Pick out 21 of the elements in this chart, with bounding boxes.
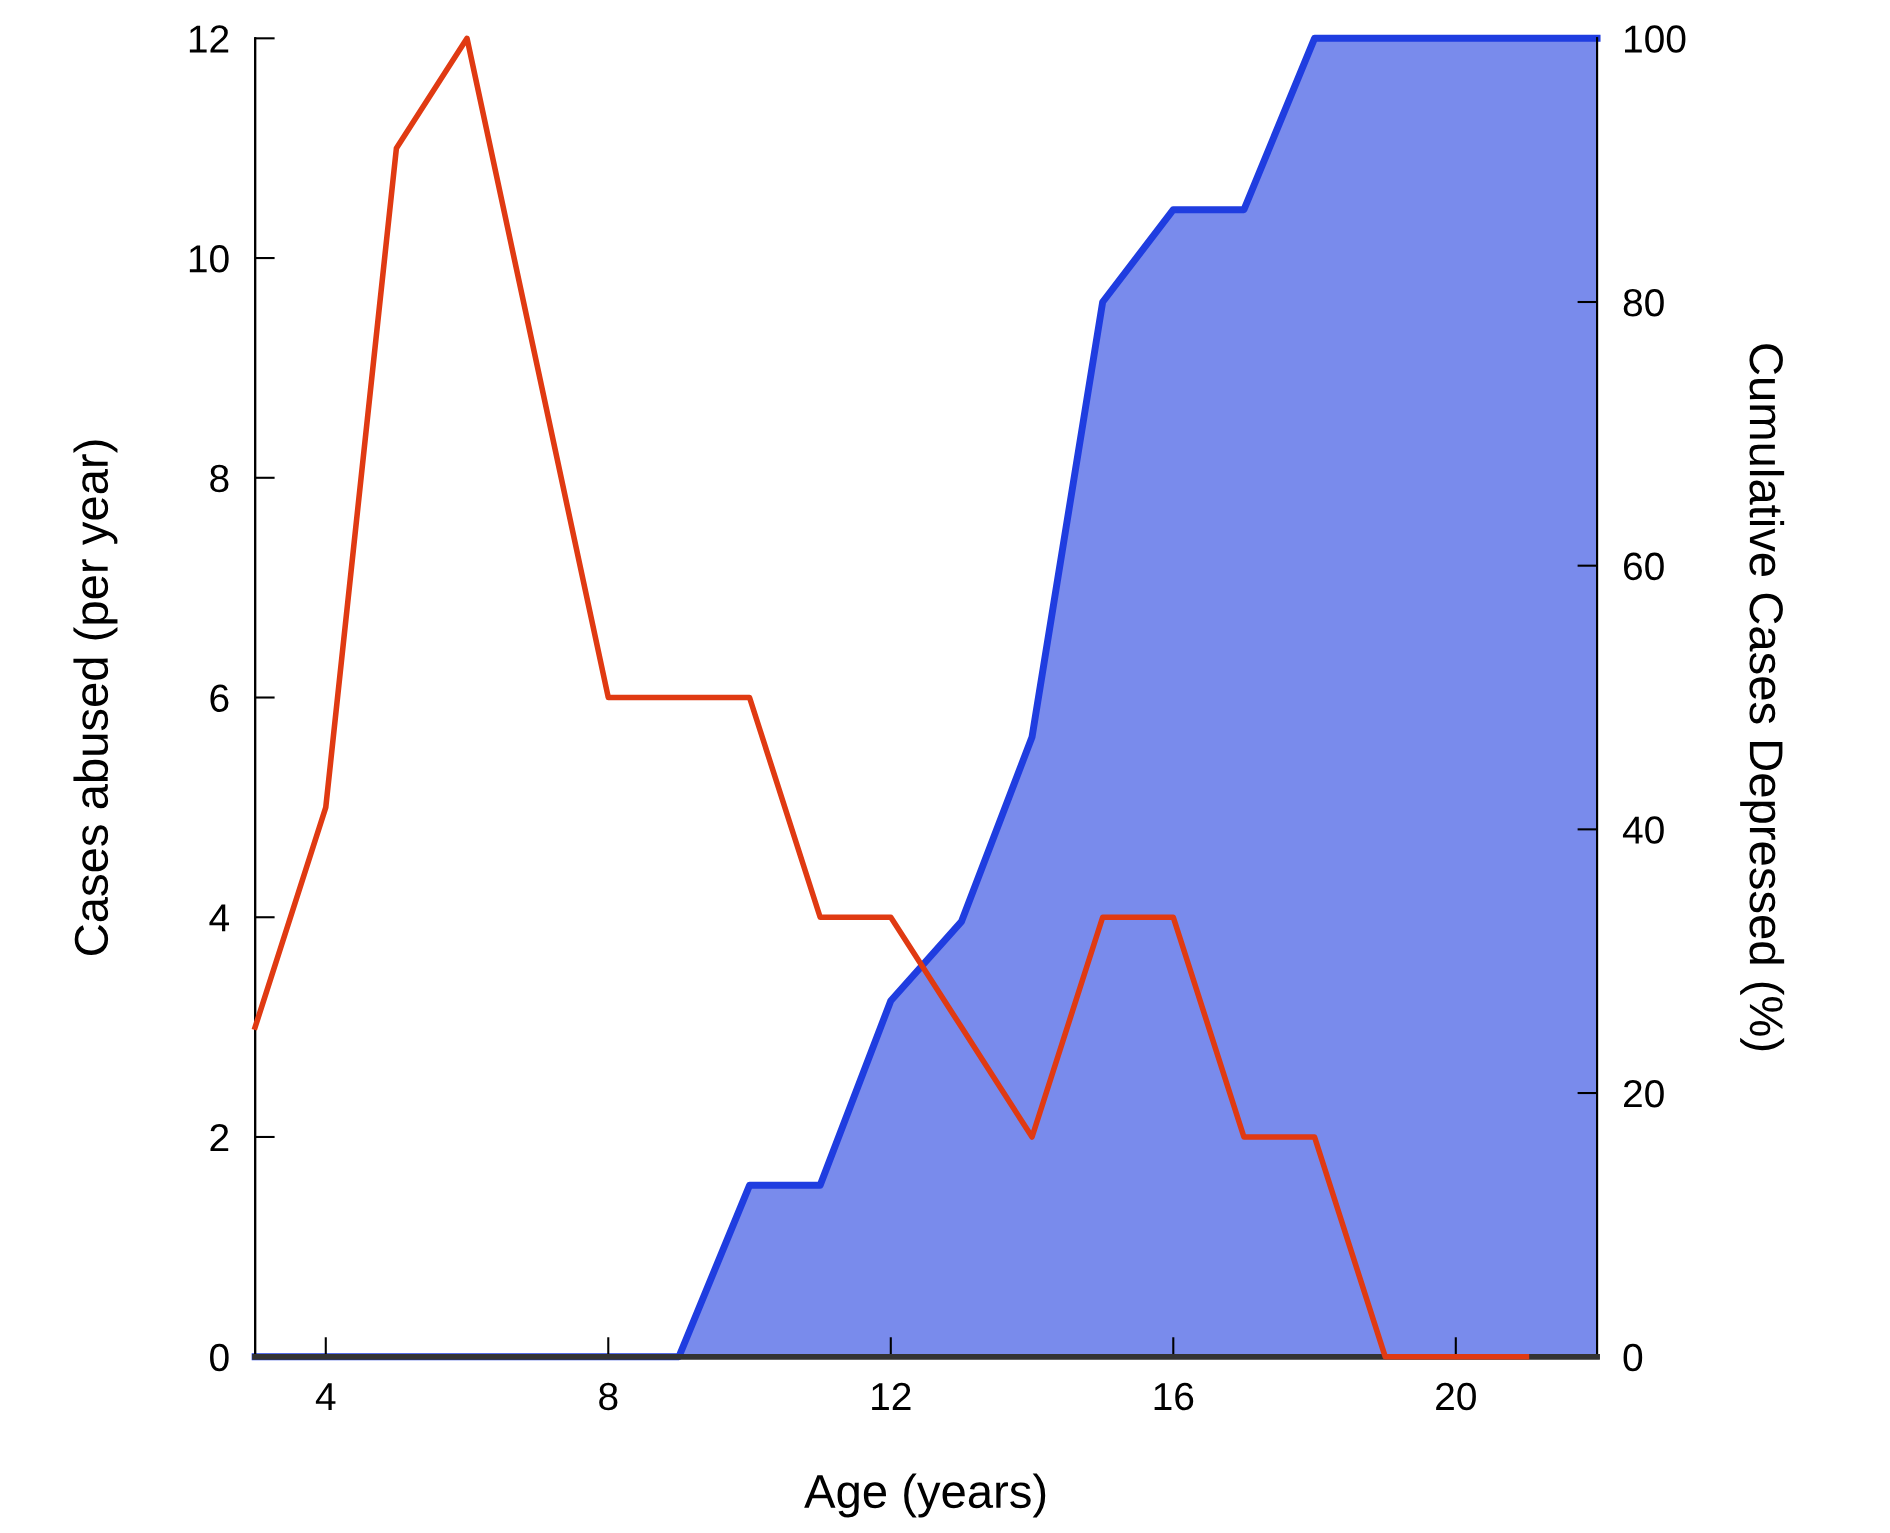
x-tick-label: 16 — [1154, 1382, 1194, 1411]
y2-tick-label: 20 — [1624, 1079, 1664, 1108]
y-tick-label: 8 — [210, 464, 229, 493]
y-tick-label: 2 — [210, 1123, 229, 1152]
y-tick-label: 12 — [189, 25, 229, 53]
y-tick-label: 10 — [189, 244, 229, 273]
x-tick-label: 4 — [315, 1383, 336, 1410]
y2-tick-label: 40 — [1622, 816, 1664, 844]
y2-tick-label: 0 — [1623, 1343, 1643, 1372]
y-tick-label: 4 — [209, 904, 230, 932]
y-tick-label: 0 — [210, 1343, 229, 1372]
y2-axis-title: Cumulative Cases Depressed (%) — [1740, 344, 1785, 1051]
y-axis-title: Cases abused (per year) — [73, 440, 118, 955]
y2-tick-label: 60 — [1624, 552, 1664, 581]
x-tick-label: 8 — [599, 1382, 618, 1411]
x-axis-title: Age (years) — [804, 1473, 1046, 1518]
x-tick-label: 12 — [872, 1382, 911, 1410]
y2-tick-label: 100 — [1625, 25, 1686, 53]
y-tick-label: 6 — [210, 684, 229, 712]
x-tick-label: 20 — [1436, 1382, 1476, 1411]
y2-tick-label: 80 — [1623, 288, 1664, 317]
